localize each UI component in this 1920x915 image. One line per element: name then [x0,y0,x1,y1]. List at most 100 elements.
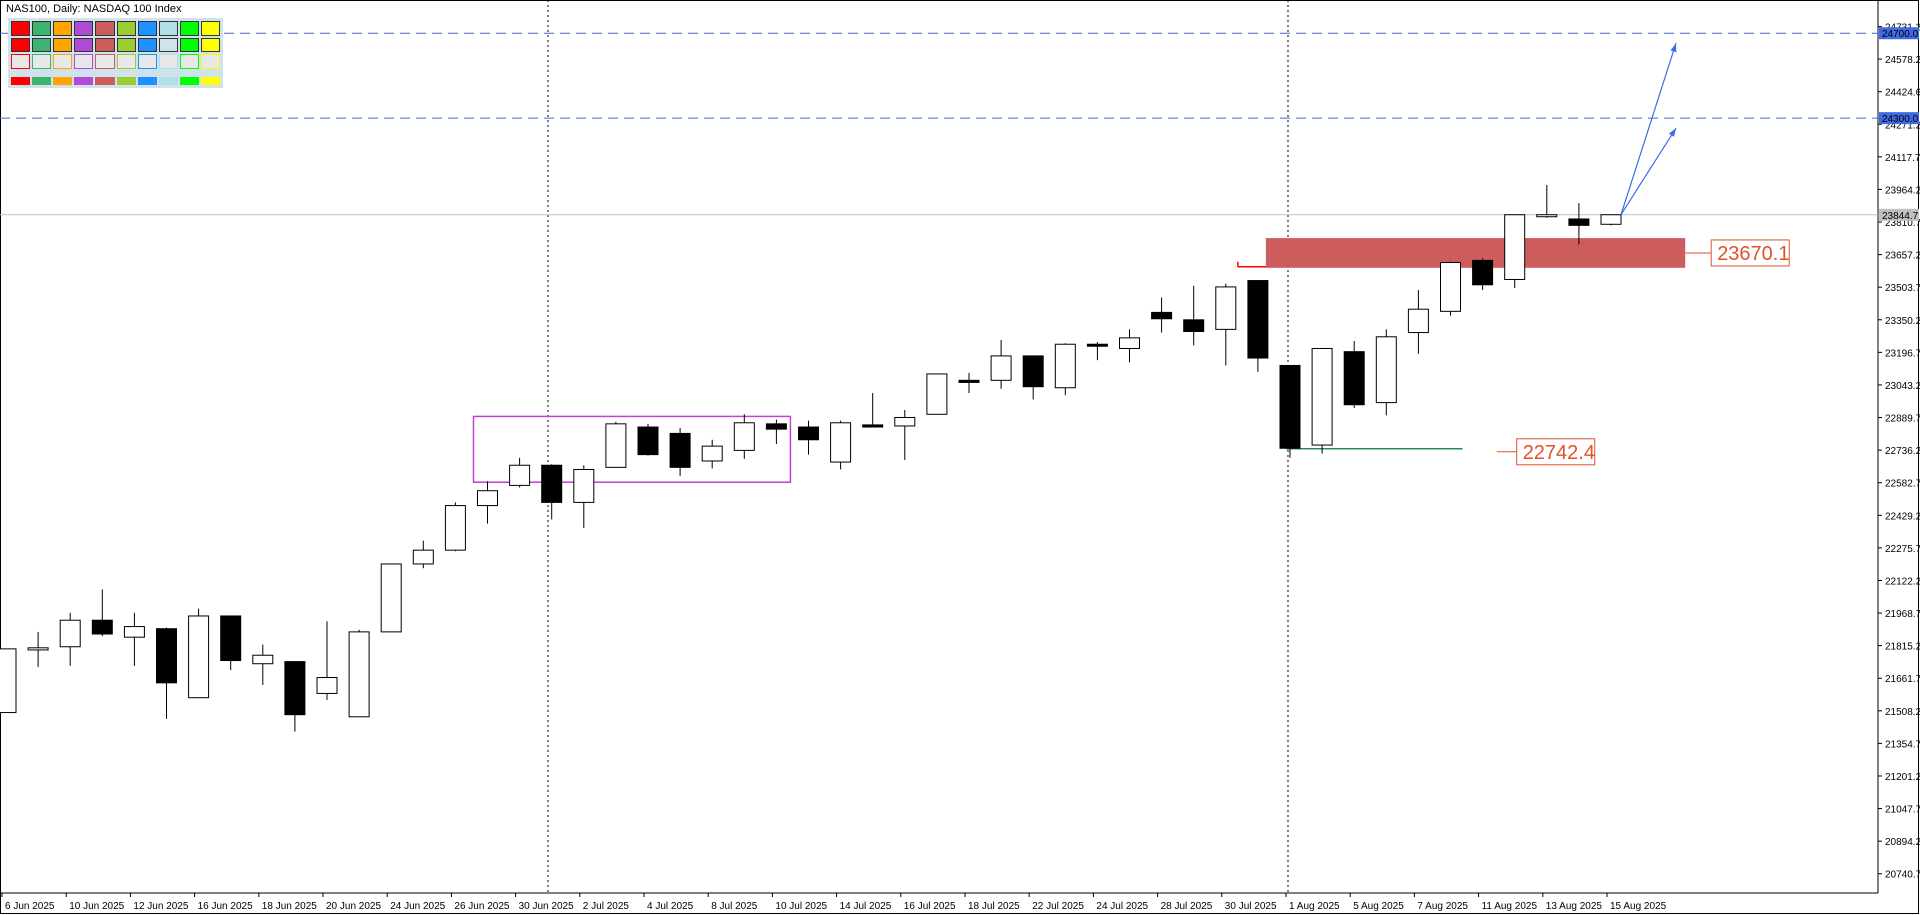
bullish-candle[interactable] [1600,214,1622,225]
bullish-candle[interactable] [1407,308,1429,334]
bearish-candle[interactable] [1472,259,1494,286]
bearish-candle[interactable] [1151,311,1173,320]
color-swatch-outline[interactable] [53,54,73,69]
color-swatch-outline[interactable] [200,54,220,69]
bullish-candle[interactable] [926,373,948,415]
color-swatch-outline[interactable] [158,54,178,69]
color-swatch-line[interactable] [116,77,136,85]
bullish-candle[interactable] [444,505,466,551]
bullish-candle[interactable] [252,654,274,665]
bullish-candle[interactable] [1215,286,1237,330]
color-swatch-solid[interactable] [200,37,220,52]
consolidation-box[interactable] [472,415,792,483]
bearish-candle[interactable] [220,615,242,662]
color-swatch-outline[interactable] [32,54,52,69]
bearish-candle[interactable] [1247,280,1269,359]
bearish-candle[interactable] [1568,218,1590,226]
color-swatch-line[interactable] [11,77,31,85]
bearish-candle[interactable] [958,379,980,383]
bearish-candle[interactable] [91,619,113,635]
color-swatch-outline[interactable] [95,54,115,69]
bullish-candle[interactable] [894,416,916,427]
color-swatch-filled[interactable] [179,21,199,36]
color-swatch-solid[interactable] [11,37,31,52]
bullish-candle[interactable] [1504,214,1526,280]
bullish-candle[interactable] [1440,262,1461,312]
color-swatch-outline[interactable] [137,54,157,69]
bullish-candle[interactable] [733,422,755,451]
bullish-candle[interactable] [348,631,370,718]
color-swatch-line[interactable] [137,77,157,85]
bearish-candle[interactable] [669,432,691,468]
color-swatch-solid[interactable] [179,37,199,52]
bullish-candle[interactable] [509,464,531,486]
color-swatch-outline[interactable] [11,54,31,69]
time-tick-label: 12 Jun 2025 [133,901,188,912]
bullish-candle[interactable] [990,355,1012,381]
color-swatch-line[interactable] [179,77,199,85]
bullish-candle[interactable] [1375,336,1397,404]
color-swatch-line[interactable] [32,77,52,85]
color-swatch-filled[interactable] [95,21,115,36]
bullish-candle[interactable] [573,468,595,503]
color-swatch-outline[interactable] [116,54,136,69]
color-swatch-solid[interactable] [137,37,157,52]
bullish-candle[interactable] [477,490,498,507]
projection-arrow-line[interactable] [1620,43,1677,215]
bearish-candle[interactable] [1183,319,1205,332]
color-swatch-line[interactable] [95,77,115,85]
bullish-candle[interactable] [0,648,17,714]
color-swatch-outline[interactable] [179,54,199,69]
bullish-candle[interactable] [605,423,627,468]
color-swatch-filled[interactable] [158,21,178,36]
bullish-candle[interactable] [1536,214,1558,218]
bearish-candle[interactable] [862,424,884,428]
color-swatch-solid[interactable] [95,37,115,52]
bullish-candle[interactable] [701,445,723,462]
bearish-candle[interactable] [765,423,787,430]
color-swatch-filled[interactable] [116,21,136,36]
color-swatch-filled[interactable] [137,21,157,36]
color-swatch-line[interactable] [200,77,220,85]
bearish-candle[interactable] [1086,343,1108,347]
bearish-candle[interactable] [156,628,177,684]
bullish-candle[interactable] [1119,337,1140,349]
bearish-candle[interactable] [1343,351,1365,406]
bearish-candle[interactable] [284,661,306,716]
color-swatch-filled[interactable] [32,21,52,36]
bullish-candle[interactable] [830,422,852,463]
bullish-candle[interactable] [316,677,338,694]
color-swatch-solid[interactable] [32,37,52,52]
color-palette-toolbar[interactable] [8,18,223,88]
price-tick-label: 21354.7 [1885,739,1920,750]
color-swatch-line[interactable] [158,77,178,85]
color-swatch-solid[interactable] [74,37,94,52]
bearish-candle[interactable] [541,464,563,503]
projection-arrow-line[interactable] [1620,127,1677,216]
bullish-candle[interactable] [380,563,402,633]
bullish-candle[interactable] [59,619,81,648]
bullish-candle[interactable] [188,615,210,699]
bullish-candle[interactable] [123,626,145,638]
color-swatch-filled[interactable] [74,21,94,36]
bullish-candle[interactable] [1311,347,1333,446]
color-swatch-line[interactable] [74,77,94,85]
bullish-candle[interactable] [412,549,434,565]
color-swatch-filled[interactable] [11,21,31,36]
color-swatch-outline[interactable] [74,54,94,69]
bearish-candle[interactable] [637,426,659,456]
price-tick-label: 24578.2 [1885,55,1920,66]
bullish-candle[interactable] [1054,343,1076,389]
bearish-candle[interactable] [1279,364,1301,449]
color-swatch-filled[interactable] [200,21,220,36]
color-swatch-filled[interactable] [53,21,73,36]
bearish-candle[interactable] [798,426,819,441]
color-swatch-solid[interactable] [158,37,178,52]
color-swatch-solid[interactable] [116,37,136,52]
color-swatch-line[interactable] [53,77,73,85]
bullish-candle[interactable] [27,647,49,651]
color-swatch-solid[interactable] [53,37,73,52]
bearish-candle[interactable] [1022,355,1044,388]
